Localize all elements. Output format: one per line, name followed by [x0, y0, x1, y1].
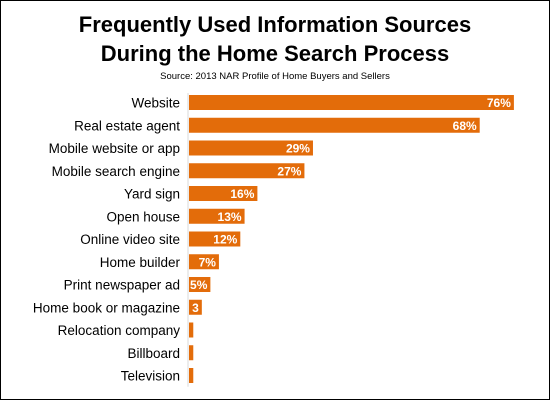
category-label: Open house [106, 209, 180, 224]
chart-subtitle: Source: 2013 NAR Profile of Home Buyers … [160, 71, 390, 82]
category-label: Mobile search engine [52, 164, 180, 179]
bar [189, 299, 202, 315]
category-label: Billboard [127, 346, 180, 361]
bar [189, 345, 194, 361]
category-label: Home book or magazine [33, 300, 180, 315]
category-label: Television [121, 369, 180, 384]
data-label: 29% [286, 142, 310, 156]
data-label: 13% [218, 210, 242, 224]
category-label: Real estate agent [74, 118, 180, 133]
bar [189, 231, 241, 247]
data-label: 7% [199, 255, 217, 269]
category-label: Website [131, 96, 180, 111]
bar [189, 254, 219, 270]
data-label: 5% [190, 278, 208, 292]
category-label: Relocation company [58, 323, 181, 338]
category-label: Yard sign [124, 187, 180, 202]
category-label: Mobile website or app [49, 141, 180, 156]
data-label: 27% [277, 164, 301, 178]
bar [189, 140, 313, 156]
category-label: Online video site [80, 232, 180, 247]
data-label: 3 [192, 301, 199, 315]
bar [189, 95, 514, 110]
bar [189, 322, 194, 338]
bar [189, 117, 480, 133]
bar [189, 368, 194, 383]
bar [189, 277, 211, 292]
chart-title-line-2: During the Home Search Process [100, 41, 450, 66]
chart-title: Frequently Used Information Sources Duri… [1, 10, 549, 68]
data-label: 12% [213, 233, 237, 247]
chart-title-line-1: Frequently Used Information Sources [78, 12, 472, 37]
bar [189, 163, 305, 179]
category-label: Print newspaper ad [64, 278, 180, 293]
bar [189, 186, 258, 201]
bar [189, 208, 245, 224]
category-label: Home builder [100, 255, 181, 270]
data-label: 16% [230, 187, 254, 201]
data-label: 76% [487, 96, 511, 110]
data-label: 68% [453, 119, 477, 133]
